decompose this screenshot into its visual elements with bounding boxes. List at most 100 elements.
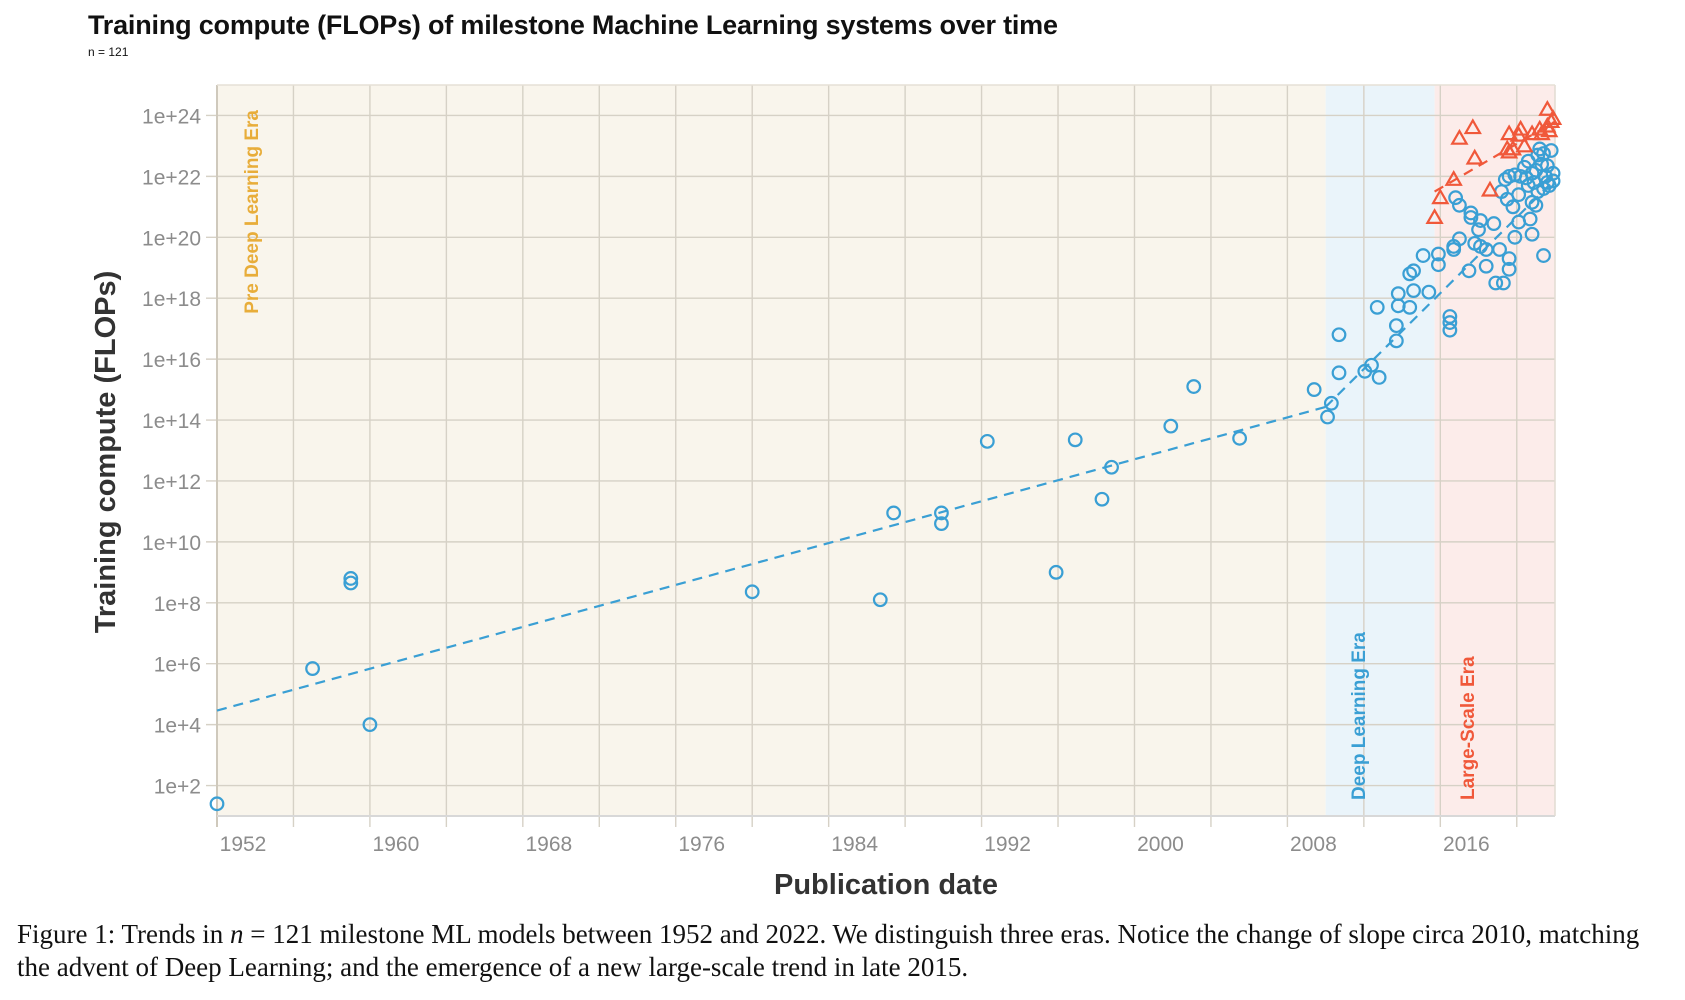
y-tick-label: 1e+18	[142, 288, 201, 311]
data-point-circle	[1545, 173, 1561, 189]
data-point-circle	[209, 796, 225, 812]
data-point-triangle	[1463, 118, 1482, 135]
data-point-circle	[1545, 165, 1561, 181]
data-point-circle	[1528, 197, 1544, 213]
data-point-circle	[1186, 379, 1202, 394]
data-point-circle	[1511, 187, 1527, 203]
data-point-circle	[343, 571, 359, 586]
caption-prefix: Figure 1: Trends in	[17, 919, 231, 949]
data-point-circle	[1067, 432, 1083, 448]
data-point-circle	[1524, 226, 1540, 242]
y-tick-label: 1e+6	[154, 654, 201, 677]
data-point-circle	[1406, 283, 1421, 298]
data-point-circle	[1431, 246, 1446, 262]
data-point-circle	[1388, 318, 1404, 334]
data-point-circle	[1163, 418, 1179, 434]
data-point-circle	[872, 592, 888, 608]
data-point-circle	[1520, 178, 1536, 193]
y-tick-label: 1e+8	[154, 593, 201, 616]
deep-learning-trend	[1324, 178, 1556, 408]
y-tick-label: 1e+24	[142, 105, 201, 128]
trendlines	[216, 120, 1556, 712]
x-tick-label: 2008	[1290, 833, 1337, 856]
data-point-circle	[1478, 258, 1494, 274]
large-scale-trend	[1434, 120, 1556, 193]
data-point-triangle	[1522, 124, 1542, 141]
data-point-triangle	[1540, 121, 1559, 138]
data-point-circle	[1364, 357, 1379, 373]
data-point-triangle	[1465, 148, 1484, 165]
x-tick-label: 1968	[525, 833, 572, 856]
data-point-circle	[1492, 242, 1507, 257]
data-point-circle	[1094, 491, 1110, 507]
gridlines	[206, 84, 1556, 827]
data-point-circle	[1446, 239, 1462, 254]
x-tick-label: 2000	[1137, 833, 1184, 856]
y-tick-label: 1e+2	[154, 776, 201, 799]
y-tick-label: 1e+14	[142, 410, 201, 433]
data-point-triangle	[1444, 170, 1463, 186]
data-point-circle	[1306, 382, 1322, 397]
chart-subtitle: n = 121	[88, 45, 129, 59]
data-point-circle	[1369, 299, 1385, 315]
data-point-circle	[1104, 459, 1119, 475]
data-point-circle	[1495, 275, 1511, 291]
data-point-circle	[979, 433, 995, 449]
data-point-circle	[1402, 299, 1418, 315]
axis-ticks: 1e+2 1e+4 1e+6 1e+8 1e+10 1e+12 1e+14 1e+16 1e+1…	[142, 105, 1490, 856]
data-point-circle	[305, 661, 320, 676]
data-point-triangle	[1450, 128, 1469, 145]
era-background-pre_dl	[217, 85, 1326, 816]
data-point-circle	[1463, 210, 1479, 225]
x-axis-title: Publication date	[774, 869, 998, 901]
data-point-circle	[1486, 216, 1502, 231]
data-point-triangle	[1480, 180, 1500, 197]
data-point-circle	[1501, 261, 1517, 277]
data-point-circle	[1331, 365, 1347, 381]
data-point-circle	[1507, 229, 1523, 245]
y-axis-title: Training compute (FLOPs)	[90, 271, 122, 634]
data-points	[209, 99, 1563, 812]
era-labels: Pre Deep Learning Era Deep Learning Era La…	[242, 110, 1479, 800]
y-tick-label: 1e+12	[142, 471, 201, 494]
data-point-circle	[1488, 275, 1504, 291]
data-point-circle	[1452, 197, 1467, 213]
data-point-circle	[1323, 395, 1339, 411]
data-point-triangle	[1431, 188, 1450, 205]
y-tick-label: 1e+20	[142, 227, 201, 250]
data-point-triangle	[1511, 119, 1530, 136]
y-tick-label: 1e+4	[154, 715, 202, 738]
data-point-circle	[1501, 251, 1517, 267]
data-point-circle	[744, 584, 760, 600]
data-point-triangle	[1543, 109, 1563, 126]
chart-svg: 1e+2 1e+4 1e+6 1e+8 1e+10 1e+12 1e+14 1e+16 1e+1…	[90, 84, 1563, 901]
data-point-circle	[1331, 327, 1347, 343]
data-point-circle	[1505, 199, 1521, 215]
data-point-circle	[1463, 205, 1479, 221]
x-tick-label: 1952	[220, 833, 267, 856]
data-point-circle	[362, 717, 378, 733]
data-point-triangle	[1503, 139, 1523, 156]
data-point-triangle	[1509, 125, 1528, 142]
data-point-circle	[1232, 430, 1248, 446]
data-point-circle	[934, 505, 949, 521]
figure-caption: Figure 1: Trends in n = 121 milestone ML…	[17, 918, 1677, 984]
data-point-circle	[1371, 370, 1387, 385]
data-point-circle	[1431, 257, 1446, 273]
era-background-dl	[1325, 85, 1435, 816]
x-tick-label: 1976	[678, 833, 725, 856]
data-point-circle	[1473, 213, 1488, 228]
data-point-circle	[1442, 322, 1458, 338]
era-label: Large-Scale Era	[1458, 656, 1479, 800]
y-tick-label: 1e+10	[142, 532, 201, 555]
era-label: Deep Learning Era	[1349, 632, 1370, 800]
data-point-circle	[1543, 143, 1559, 158]
data-point-circle	[1421, 284, 1437, 300]
pre-deep-learning-trend	[216, 405, 1326, 712]
era-backgrounds	[217, 85, 1555, 816]
data-point-circle	[1530, 147, 1546, 163]
x-tick-label: 1992	[984, 833, 1031, 856]
x-tick-label: 1984	[831, 833, 878, 856]
data-point-circle	[1461, 263, 1477, 279]
data-point-circle	[1448, 190, 1464, 206]
